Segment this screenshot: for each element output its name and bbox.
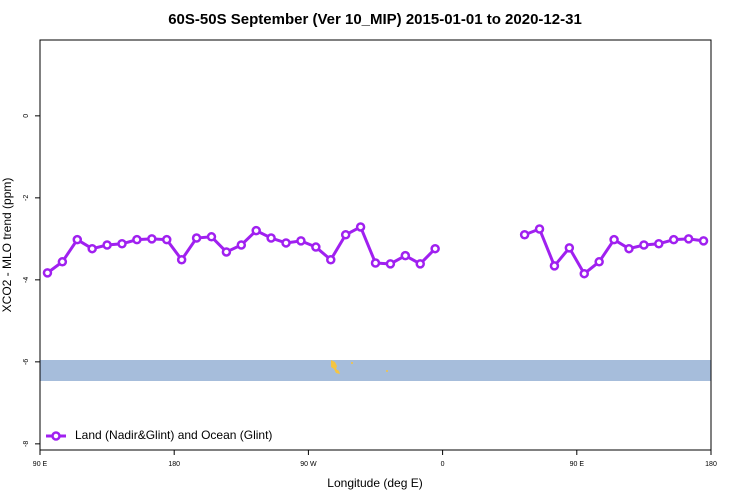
y-tick-label: -6 xyxy=(23,359,30,365)
data-point xyxy=(161,234,172,245)
data-point xyxy=(251,225,261,236)
data-point xyxy=(624,243,634,254)
data-point xyxy=(668,234,679,245)
data-point xyxy=(415,259,425,269)
data-point xyxy=(132,234,142,245)
data-point xyxy=(102,240,112,250)
data-point xyxy=(385,259,396,269)
data-point xyxy=(370,258,381,268)
x-axis-label: Longitude (deg E) xyxy=(327,476,422,490)
data-point xyxy=(221,247,232,257)
data-point xyxy=(340,230,351,240)
data-point xyxy=(609,234,619,245)
data-point xyxy=(549,261,560,271)
data-point xyxy=(117,239,127,249)
x-tick-label: 90 E xyxy=(570,461,585,468)
data-point xyxy=(698,236,709,246)
y-tick-label: -4 xyxy=(23,277,30,283)
x-tick-label: 90 W xyxy=(300,461,317,468)
land-patch xyxy=(331,360,340,374)
data-point xyxy=(87,243,97,254)
data-point xyxy=(72,234,83,245)
legend-marker xyxy=(51,431,61,441)
data-point xyxy=(191,233,202,243)
data-point xyxy=(594,257,604,267)
data-point xyxy=(564,243,575,253)
land-patch xyxy=(386,370,388,372)
data-point xyxy=(311,242,321,252)
land-patch xyxy=(351,362,353,364)
data-point xyxy=(639,240,649,250)
x-tick-label: 180 xyxy=(705,461,717,468)
y-tick-label: -8 xyxy=(23,441,30,447)
plot-frame xyxy=(39,39,712,451)
data-point xyxy=(579,268,590,279)
y-tick-label: 0 xyxy=(23,114,30,118)
data-point xyxy=(296,236,306,246)
data-point xyxy=(176,255,187,265)
data-point xyxy=(57,257,68,267)
data-point xyxy=(654,239,664,249)
y-tick-label: -2 xyxy=(23,195,30,201)
legend-label: Land (Nadir&Glint) and Ocean (Glint) xyxy=(75,428,272,442)
y-axis-label: XCO2 - MLO trend (ppm) xyxy=(0,178,14,313)
data-point xyxy=(326,255,336,265)
data-point xyxy=(534,224,545,234)
map-band xyxy=(40,360,711,381)
data-point xyxy=(355,222,366,232)
data-point xyxy=(206,232,217,242)
chart-title: 60S-50S September (Ver 10_MIP) 2015-01-0… xyxy=(168,11,582,28)
data-point xyxy=(266,233,276,243)
x-tick-label: 90 E xyxy=(33,461,48,468)
data-point xyxy=(400,250,411,261)
data-point xyxy=(281,238,291,248)
x-tick-label: 0 xyxy=(441,461,445,468)
data-point xyxy=(147,234,157,244)
data-point xyxy=(42,268,53,278)
x-tick-label: 180 xyxy=(168,461,180,468)
data-point xyxy=(683,234,694,244)
data-point xyxy=(519,230,530,240)
data-point xyxy=(430,243,440,254)
data-point xyxy=(236,240,247,250)
